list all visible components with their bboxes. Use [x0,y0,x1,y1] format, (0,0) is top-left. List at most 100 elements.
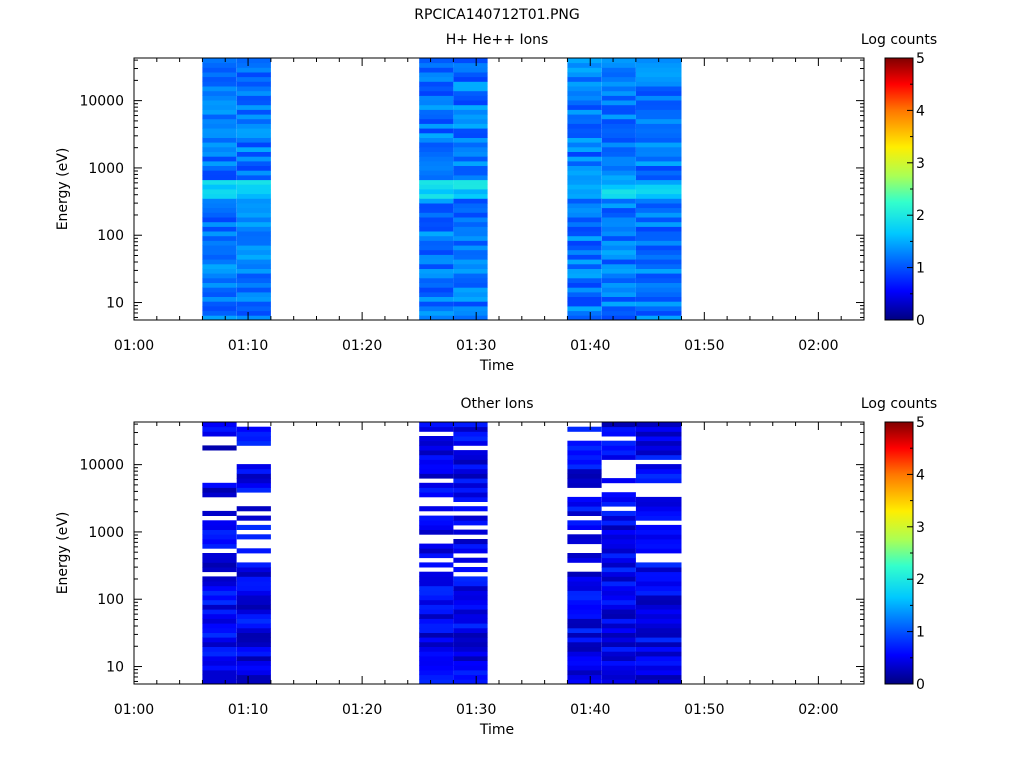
time-column [419,422,454,685]
heatmap-cell [601,553,636,559]
heatmap-cell [236,67,271,73]
heatmap-cell [202,482,237,488]
heatmap-cell [567,590,602,596]
heatmap-cell [419,562,454,568]
heatmap-cell [453,539,488,545]
heatmap-cell [202,72,237,78]
heatmap-cell [567,613,602,619]
heatmap-cell [601,156,636,162]
heatmap-cell [453,282,488,288]
heatmap-cell [202,207,237,213]
heatmap-cell [635,585,682,591]
heatmap-cell [635,301,682,307]
time-column [236,58,271,321]
heatmap-cell [202,524,237,530]
heatmap-cell [635,231,682,237]
heatmap-cell [202,259,237,265]
heatmap-cell [601,310,636,316]
colorbar-tick-label: 0 [916,677,925,693]
colorbar-tick-label: 4 [916,467,925,483]
heatmap-cell [453,146,488,152]
heatmap-cell [635,146,682,152]
heatmap-cell [236,259,271,265]
heatmap-cell [236,310,271,316]
heatmap-cell [453,273,488,279]
heatmap-cell [601,301,636,307]
x-tick-label: 01:10 [228,702,268,718]
heatmap-cell [419,674,454,680]
heatmap-cell [635,670,682,676]
heatmap-cell [567,109,602,115]
heatmap-cell [236,646,271,652]
heatmap-cell [601,515,636,521]
heatmap-cell [453,585,488,591]
x-tick-label: 01:40 [570,338,610,354]
heatmap-cell [567,123,602,129]
heatmap-cell [453,198,488,204]
heatmap-cell [419,487,454,493]
heatmap-cell [567,473,602,479]
y-tick-label: 1000 [88,525,124,541]
heatmap-cell [236,62,271,68]
heatmap-cell [419,595,454,601]
heatmap-cell [236,613,271,619]
heatmap-cell [635,296,682,302]
heatmap-cell [202,263,237,269]
heatmap-cell [202,193,237,199]
time-column [202,422,237,685]
heatmap-cell [453,618,488,624]
heatmap-cell [453,464,488,470]
heatmap-cell [236,655,271,661]
heatmap-cell [601,501,636,507]
heatmap-cell [635,254,682,260]
heatmap-cell [567,296,602,302]
heatmap-cell [453,627,488,633]
heatmap-cell [567,273,602,279]
heatmap-cell [202,62,237,68]
heatmap-cell [601,613,636,619]
heatmap-cell [453,310,488,316]
heatmap-cell [236,165,271,171]
heatmap-cell [635,128,682,134]
heatmap-cell [236,114,271,120]
heatmap-cell [236,273,271,279]
heatmap-cell [567,81,602,87]
heatmap-cell [236,86,271,92]
heatmap-cell [601,660,636,666]
heatmap-cell [202,590,237,596]
heatmap-cell [635,245,682,251]
heatmap-cell [635,306,682,312]
heatmap-cell [635,524,682,530]
heatmap-cell [601,539,636,545]
heatmap-cell [567,623,602,629]
heatmap-cell [236,95,271,101]
heatmap-cell [601,104,636,110]
heatmap-cell [601,665,636,671]
heatmap-cell [567,151,602,157]
y-tick-label: 100 [97,228,124,244]
heatmap-cell [601,679,636,685]
heatmap-cell [453,287,488,293]
heatmap-cell [453,599,488,605]
y-tick-label: 10 [106,296,124,312]
heatmap-cell [202,581,237,587]
heatmap-cell [453,175,488,181]
heatmap-cell [236,128,271,134]
heatmap-cell [236,585,271,591]
heatmap-cell [202,132,237,138]
heatmap-cell [236,426,271,432]
heatmap-cell [236,151,271,157]
heatmap-cell [419,81,454,87]
heatmap-cell [601,114,636,120]
heatmap-cell [419,553,454,559]
heatmap-cell [567,254,602,260]
heatmap-cell [236,487,271,493]
heatmap-cell [202,90,237,96]
heatmap-cell [567,674,602,680]
heatmap-cell [601,543,636,549]
heatmap-cell [567,571,602,577]
heatmap-cell [601,198,636,204]
heatmap-cell [419,585,454,591]
heatmap-cell [567,76,602,82]
